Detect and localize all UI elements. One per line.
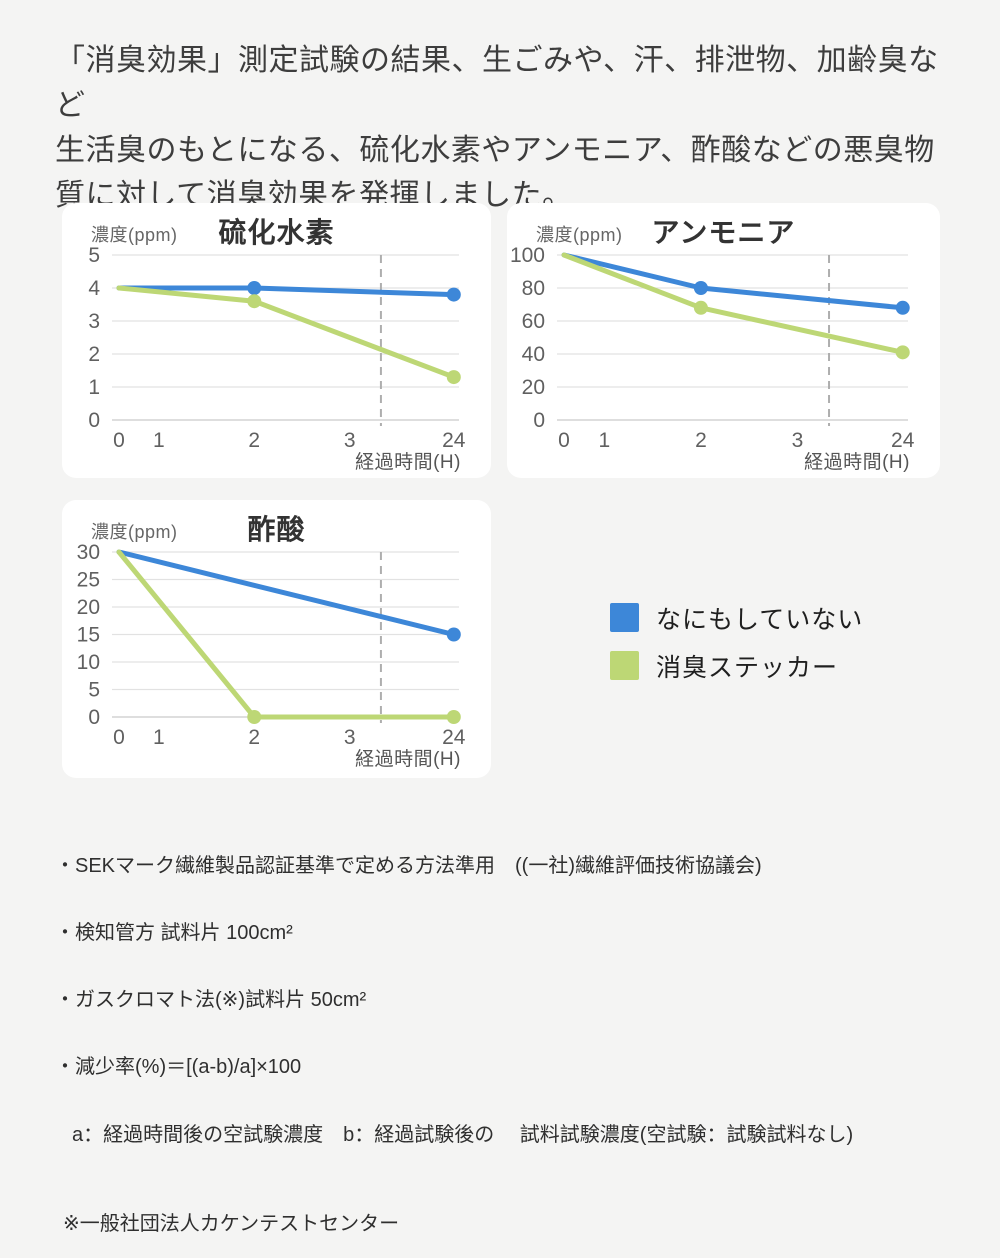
acetic-acid-plot: 30 25 20 15 10 5 00 1 2 3 24 [77,541,466,749]
legend-item-deodorant-sticker: 消臭ステッカー [610,651,863,682]
data-point-marker [446,710,461,724]
y-tick-label: 4 [88,277,100,300]
y-tick-label: 100 [510,244,545,267]
y-tick-label: 1 [88,376,100,399]
chart-card-ammonia: 100 80 60 40 20 0 0 1 2 3 24 濃度(ppm) アンモニア 経過時間(H) [507,203,940,478]
data-point-marker [446,287,461,302]
data-point-marker [446,370,461,385]
x-axis-label: 経過時間(H) [804,452,910,473]
y-tick-label: 15 [77,624,100,647]
legend-label: 消臭ステッカー [656,653,839,682]
data-point-marker [693,300,708,315]
y-tick-label: 40 [522,343,545,366]
series-line [116,549,457,637]
footnote-test-center: ※一般社団法人カケンテストセンター [63,1212,400,1235]
y-tick-label: 5 [88,679,100,702]
data-point-marker [693,281,708,295]
x-axis-label: 経過時間(H) [355,452,461,473]
y-tick-label: 20 [522,376,545,399]
y-axis-unit-label: 濃度(ppm) [536,225,623,245]
y-tick-label: 3 [88,310,100,333]
ammonia-plot: 100 80 60 40 20 00 1 2 3 24 [510,244,915,452]
y-tick-label: 80 [522,277,545,300]
chart-title-acetic-acid: 酢酸 [247,514,306,545]
y-tick-label: 60 [522,310,545,333]
y-tick-label: 0 [533,409,545,432]
x-tick-label: 0 [113,726,125,749]
intro-line-1: 「消臭効果」測定試験の結果、生ごみや、汗、排泄物、加齢臭など [55,44,939,122]
data-point-marker [895,345,910,360]
x-tick-label: 3 [792,429,804,452]
y-tick-label: 5 [88,244,100,267]
data-point-marker [895,300,910,315]
x-tick-label: 24 [442,726,466,749]
legend: なにもしていない 消臭ステッカー [610,603,863,699]
x-tick-label: 0 [113,429,125,452]
x-tick-label: 3 [344,429,356,452]
x-tick-label: 1 [599,429,611,452]
data-point-marker [247,281,262,295]
y-tick-label: 30 [77,541,100,564]
footnote-line: ・検知管方 試料片 100cm² [55,922,293,945]
intro-paragraph: 「消臭効果」測定試験の結果、生ごみや、汗、排泄物、加齢臭など 生活臭のもとになる… [55,38,965,218]
x-tick-label: 2 [248,429,260,452]
footnote-line: ・ガスクロマト法(※)試料片 50cm² [55,989,367,1012]
legend-item-untreated: なにもしていない [610,603,863,634]
legend-label: なにもしていない [656,605,864,634]
data-point-marker [247,710,262,724]
green-series-swatch-icon [610,651,639,680]
x-tick-label: 1 [153,726,165,749]
x-tick-label: 2 [695,429,707,452]
x-axis-label: 経過時間(H) [355,749,461,770]
y-tick-label: 20 [77,596,100,619]
y-axis-unit-label: 濃度(ppm) [91,225,178,245]
data-point-marker [247,294,262,309]
y-tick-label: 25 [77,569,100,592]
footnote-line: a：経過時間後の空試験濃度 b：経過試験後の 試料試験濃度(空試験：試験試料なし… [72,1123,854,1146]
chart-title-hydrogen-sulfide: 硫化水素 [218,217,335,248]
y-tick-label: 10 [77,651,100,674]
series-line [116,285,457,380]
y-tick-label: 0 [88,409,100,432]
x-tick-label: 2 [248,726,260,749]
intro-line-2: 生活臭のもとになる、硫化水素やアンモニア、酢酸などの悪臭物 [55,134,935,167]
y-axis-unit-label: 濃度(ppm) [91,522,178,542]
footnotes: ・SEKマーク繊維製品認証基準で定める方法準用 ((一社)繊維評価技術協議会) … [55,810,965,1258]
series-line [561,252,906,311]
footnote-line: ・SEKマーク繊維製品認証基準で定める方法準用 ((一社)繊維評価技術協議会) [55,854,762,877]
data-point-marker [446,627,461,642]
chart-card-hydrogen-sulfide: 5 4 3 2 1 0 0 1 2 3 24 濃度(ppm) 硫化水素 経過時間(H) [62,203,491,478]
chart-title-ammonia: アンモニア [651,217,796,248]
y-tick-label: 2 [88,343,100,366]
x-tick-label: 24 [891,429,915,452]
y-tick-label: 0 [88,706,100,729]
x-tick-label: 24 [442,429,466,452]
hydrogen-sulfide-plot: 5 4 3 2 1 00 1 2 3 24 [88,244,466,452]
x-tick-label: 1 [153,429,165,452]
footnote-line: ・減少率(%)＝[(a-b)/a]×100 [55,1056,302,1079]
x-tick-label: 0 [558,429,570,452]
chart-card-acetic-acid: 30 25 20 15 10 5 0 0 1 2 3 24 濃度(ppm) 酢酸 経過時間(H) [62,500,491,778]
blue-series-swatch-icon [610,603,639,632]
x-tick-label: 3 [344,726,356,749]
